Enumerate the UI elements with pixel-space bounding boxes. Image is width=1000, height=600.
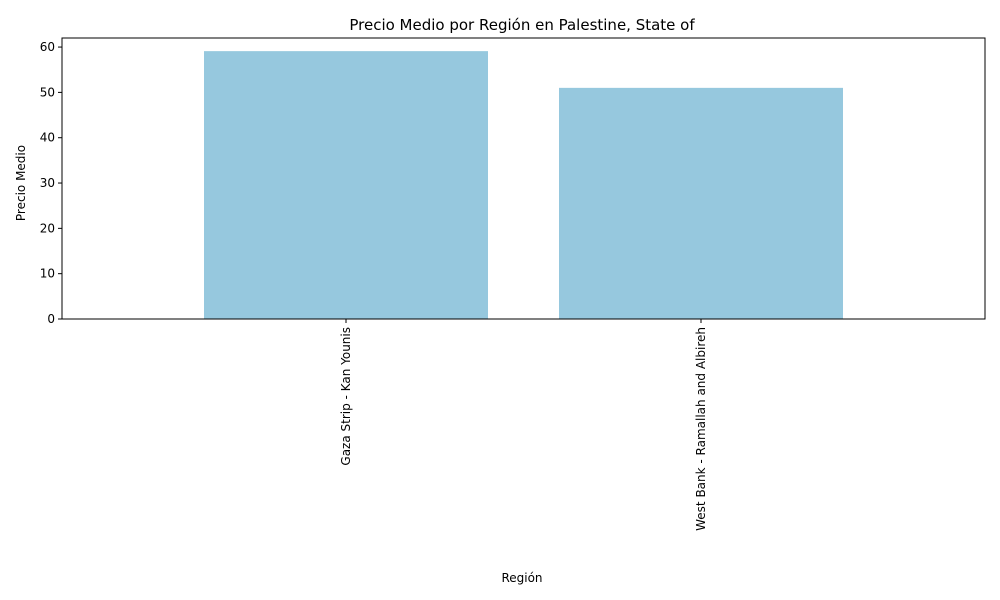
y-tick-label-2: 20 xyxy=(40,221,55,235)
bar-1 xyxy=(559,87,843,320)
y-tick-label-5: 50 xyxy=(40,85,55,99)
bar-0 xyxy=(204,51,488,319)
y-tick-label-0: 0 xyxy=(47,312,55,326)
x-axis-label: Región xyxy=(501,571,542,585)
y-tick-label-6: 60 xyxy=(40,40,55,54)
y-tick-label-4: 40 xyxy=(40,131,55,145)
y-tick-label-1: 10 xyxy=(40,267,55,281)
plot-area: 0 10 20 30 40 50 60 Gaza Strip - Kan Younis West… xyxy=(40,37,986,531)
y-tick-label-3: 30 xyxy=(40,176,55,190)
chart-title: Precio Medio por Región en Palestine, St… xyxy=(349,16,695,34)
x-tick-label-1: West Bank - Ramallah and Albireh xyxy=(694,327,708,531)
plot-frame xyxy=(61,37,986,320)
y-axis-label: Precio Medio xyxy=(14,145,28,221)
x-tick-label-0: Gaza Strip - Kan Younis xyxy=(339,327,353,466)
